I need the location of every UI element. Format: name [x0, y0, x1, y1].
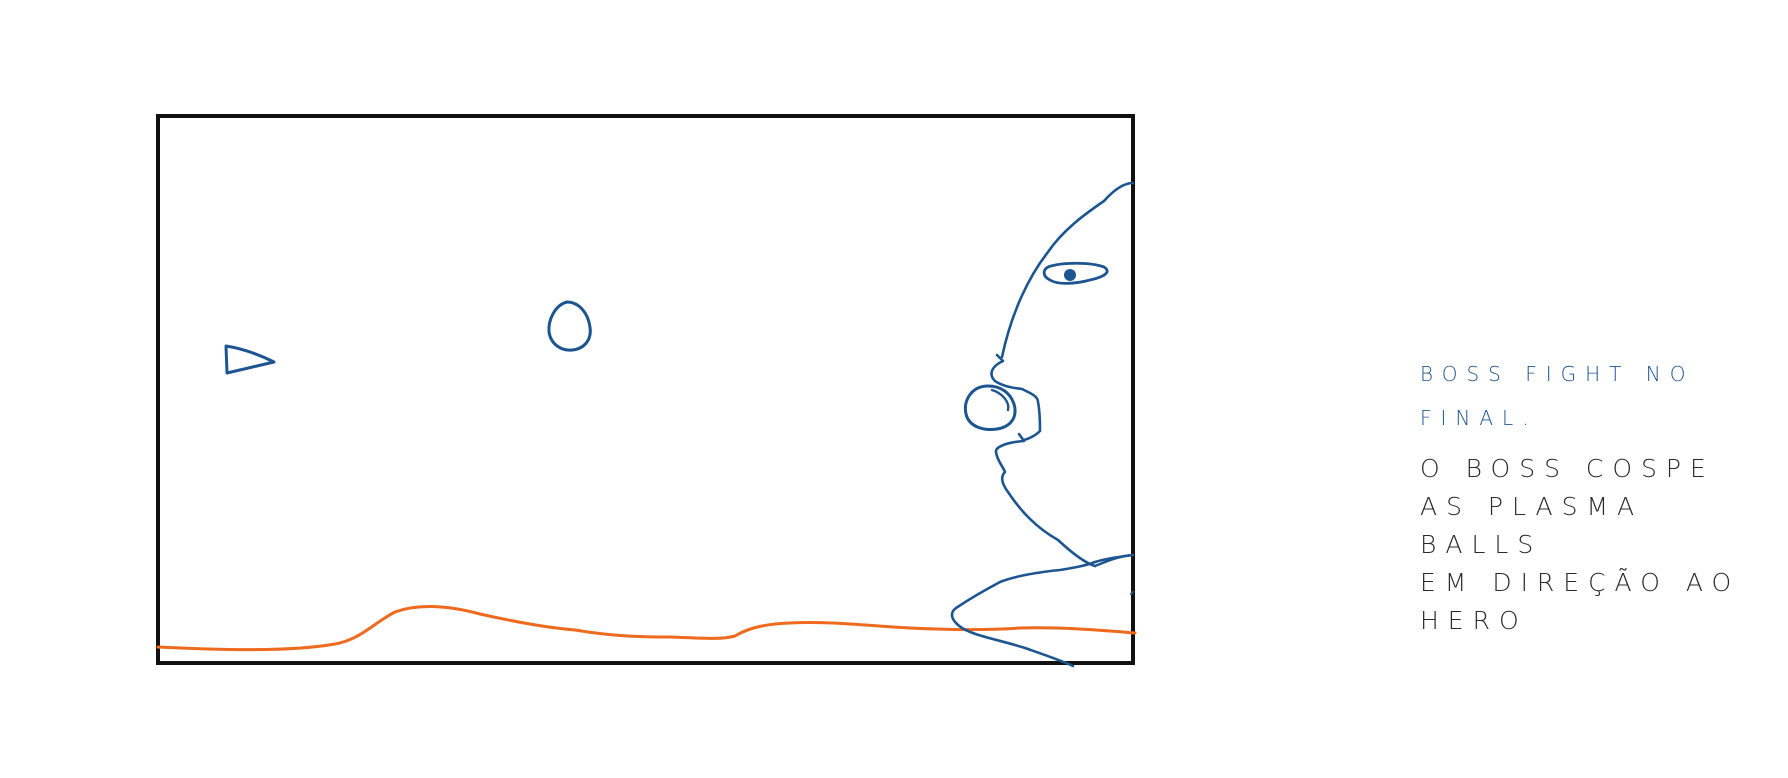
boss-body-tick	[1130, 591, 1134, 595]
boss-pupil	[1064, 269, 1076, 281]
boss-body-outline	[950, 553, 1135, 668]
boss-eye-icon	[1042, 261, 1109, 285]
ground-line	[156, 605, 1137, 652]
note-title: BOSS FIGHT NO FINAL.	[1420, 362, 1695, 430]
note-body: O BOSS COSPE AS PLASMA BALLS EM DIREÇÃO …	[1420, 454, 1741, 635]
boss-mouth-curl	[990, 388, 1010, 412]
boss-body-stroke	[1093, 553, 1135, 568]
boss-mouth-ball-icon	[963, 384, 1017, 431]
plasma-ball-icon	[547, 300, 592, 352]
hero-ship-icon	[224, 344, 276, 375]
boss-head-outline	[990, 181, 1135, 568]
screen-frame	[156, 114, 1135, 665]
